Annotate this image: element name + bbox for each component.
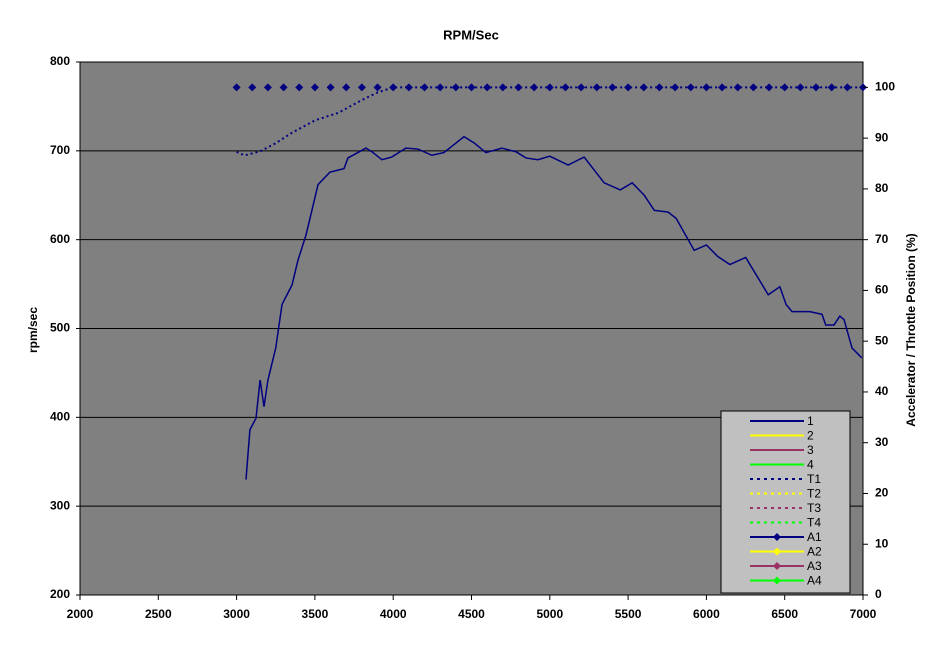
y2-tick-label: 100 bbox=[875, 80, 895, 94]
y2-tick-label: 30 bbox=[875, 435, 889, 449]
marker bbox=[639, 83, 648, 92]
marker bbox=[545, 83, 554, 92]
y2-tick-label: 10 bbox=[875, 536, 889, 550]
marker bbox=[451, 83, 460, 92]
y-tick-label: 800 bbox=[50, 54, 70, 68]
y2-tick-label: 0 bbox=[875, 587, 882, 601]
y2-tick-label: 70 bbox=[875, 232, 889, 246]
marker bbox=[263, 83, 272, 92]
marker bbox=[357, 83, 366, 92]
y2-tick-label: 90 bbox=[875, 130, 889, 144]
marker bbox=[780, 83, 789, 92]
legend-label: 4 bbox=[807, 458, 814, 472]
legend-label: T4 bbox=[807, 516, 821, 530]
y-tick-label: 700 bbox=[50, 143, 70, 157]
legend-label: A3 bbox=[807, 559, 822, 573]
legend-label: 2 bbox=[807, 429, 814, 443]
marker bbox=[279, 83, 288, 92]
marker bbox=[248, 83, 257, 92]
marker bbox=[404, 83, 413, 92]
y2-tick-label: 60 bbox=[875, 283, 889, 297]
marker bbox=[749, 83, 758, 92]
legend-label: 1 bbox=[807, 414, 814, 428]
marker bbox=[483, 83, 492, 92]
marker bbox=[671, 83, 680, 92]
legend-label: A1 bbox=[807, 530, 822, 544]
x-tick-label: 5500 bbox=[615, 607, 642, 621]
y2-tick-label: 20 bbox=[875, 486, 889, 500]
x-tick-label: 7000 bbox=[850, 607, 877, 621]
marker bbox=[295, 83, 304, 92]
marker bbox=[310, 83, 319, 92]
y-tick-label: 400 bbox=[50, 410, 70, 424]
x-tick-label: 6000 bbox=[693, 607, 720, 621]
y-tick-label: 200 bbox=[50, 587, 70, 601]
plot bbox=[80, 61, 867, 596]
marker bbox=[718, 83, 727, 92]
marker bbox=[686, 83, 695, 92]
x-tick-label: 5000 bbox=[536, 607, 563, 621]
legend-marker bbox=[773, 547, 781, 556]
y-axis-label: rpm/sec bbox=[26, 307, 40, 353]
marker bbox=[577, 83, 586, 92]
y2-tick-label: 80 bbox=[875, 181, 889, 195]
legend-marker bbox=[773, 562, 781, 570]
x-tick-label: 3000 bbox=[223, 607, 250, 621]
y-tick-label: 500 bbox=[50, 321, 70, 335]
marker bbox=[624, 83, 633, 92]
marker bbox=[373, 83, 382, 92]
marker bbox=[389, 83, 398, 92]
marker bbox=[812, 83, 821, 92]
x-tick-label: 2500 bbox=[145, 607, 172, 621]
legend-label: T1 bbox=[807, 472, 821, 486]
marker bbox=[232, 83, 241, 92]
marker bbox=[592, 83, 601, 92]
marker bbox=[765, 83, 774, 92]
marker bbox=[608, 83, 617, 92]
marker bbox=[561, 83, 570, 92]
marker bbox=[702, 83, 711, 92]
legend-marker bbox=[773, 533, 781, 541]
y2-tick-label: 50 bbox=[875, 333, 889, 347]
legend-marker bbox=[773, 576, 781, 585]
legend-label: A2 bbox=[807, 545, 822, 559]
legend bbox=[720, 410, 851, 594]
y2-tick-label: 40 bbox=[875, 384, 889, 398]
marker bbox=[827, 83, 836, 92]
marker bbox=[530, 83, 539, 92]
legend-label: T3 bbox=[807, 501, 821, 515]
chart-title: RPM/Sec bbox=[443, 27, 499, 42]
y2-axis-label: Accelerator / Throttle Position (%) bbox=[904, 233, 918, 426]
x-tick-label: 4000 bbox=[380, 607, 407, 621]
y-tick-label: 600 bbox=[50, 232, 70, 246]
legend-label: A4 bbox=[807, 574, 822, 588]
marker bbox=[326, 83, 335, 92]
y-tick-label: 300 bbox=[50, 498, 70, 512]
marker bbox=[843, 83, 852, 92]
marker bbox=[796, 83, 805, 92]
marker bbox=[655, 83, 664, 92]
marker bbox=[342, 83, 351, 92]
marker bbox=[498, 83, 507, 92]
marker bbox=[733, 83, 742, 92]
marker bbox=[420, 83, 429, 92]
x-tick-label: 2000 bbox=[67, 607, 94, 621]
legend-label: T2 bbox=[807, 487, 821, 501]
series-line bbox=[245, 135, 863, 480]
x-tick-label: 3500 bbox=[302, 607, 329, 621]
marker bbox=[436, 83, 445, 92]
marker bbox=[467, 83, 476, 92]
x-tick-label: 6500 bbox=[771, 607, 798, 621]
x-tick-label: 4500 bbox=[458, 607, 485, 621]
marker bbox=[514, 83, 523, 92]
legend-label: 3 bbox=[807, 443, 814, 457]
